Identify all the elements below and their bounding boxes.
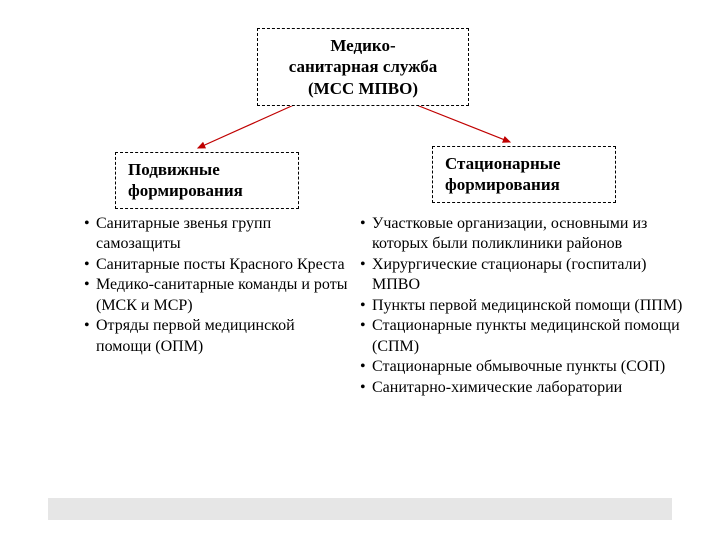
right-list-ul: Участковые организации, основными из кот… — [358, 214, 698, 398]
right-branch-node: Стационарные формирования — [432, 146, 616, 203]
left-branch-title-line2: формирования — [128, 180, 288, 201]
list-item: Санитарные звенья групп самозащиты — [96, 214, 350, 255]
root-line1: Медико- — [270, 35, 456, 56]
list-item: Медико-санитарные команды и роты (МСК и … — [96, 275, 350, 316]
list-item: Пункты первой медицинской помощи (ППМ) — [372, 296, 698, 316]
left-branch-node: Подвижные формирования — [115, 152, 299, 209]
right-branch-list: Участковые организации, основными из кот… — [358, 214, 698, 398]
arrow-to-left — [198, 104, 296, 148]
left-list-ul: Санитарные звенья групп самозащитыСанита… — [82, 214, 350, 357]
left-branch-list: Санитарные звенья групп самозащитыСанита… — [82, 214, 350, 357]
left-branch-title-line1: Подвижные — [128, 159, 288, 180]
list-item: Санитарные посты Красного Креста — [96, 255, 350, 275]
root-line2: санитарная служба — [270, 56, 456, 77]
list-item: Отряды первой медицинской помощи (ОПМ) — [96, 316, 350, 357]
right-branch-title-line1: Стационарные — [445, 153, 605, 174]
footer-bar — [48, 498, 672, 520]
root-line3: (МСС МПВО) — [270, 78, 456, 99]
list-item: Санитарно-химические лаборатории — [372, 378, 698, 398]
list-item: Участковые организации, основными из кот… — [372, 214, 698, 255]
root-node: Медико- санитарная служба (МСС МПВО) — [257, 28, 469, 106]
list-item: Стационарные обмывочные пункты (СОП) — [372, 357, 698, 377]
right-branch-title-line2: формирования — [445, 174, 605, 195]
list-item: Стационарные пункты медицинской помощи (… — [372, 316, 698, 357]
list-item: Хирургические стационары (госпитали) МПВ… — [372, 255, 698, 296]
arrow-to-right — [414, 104, 510, 142]
